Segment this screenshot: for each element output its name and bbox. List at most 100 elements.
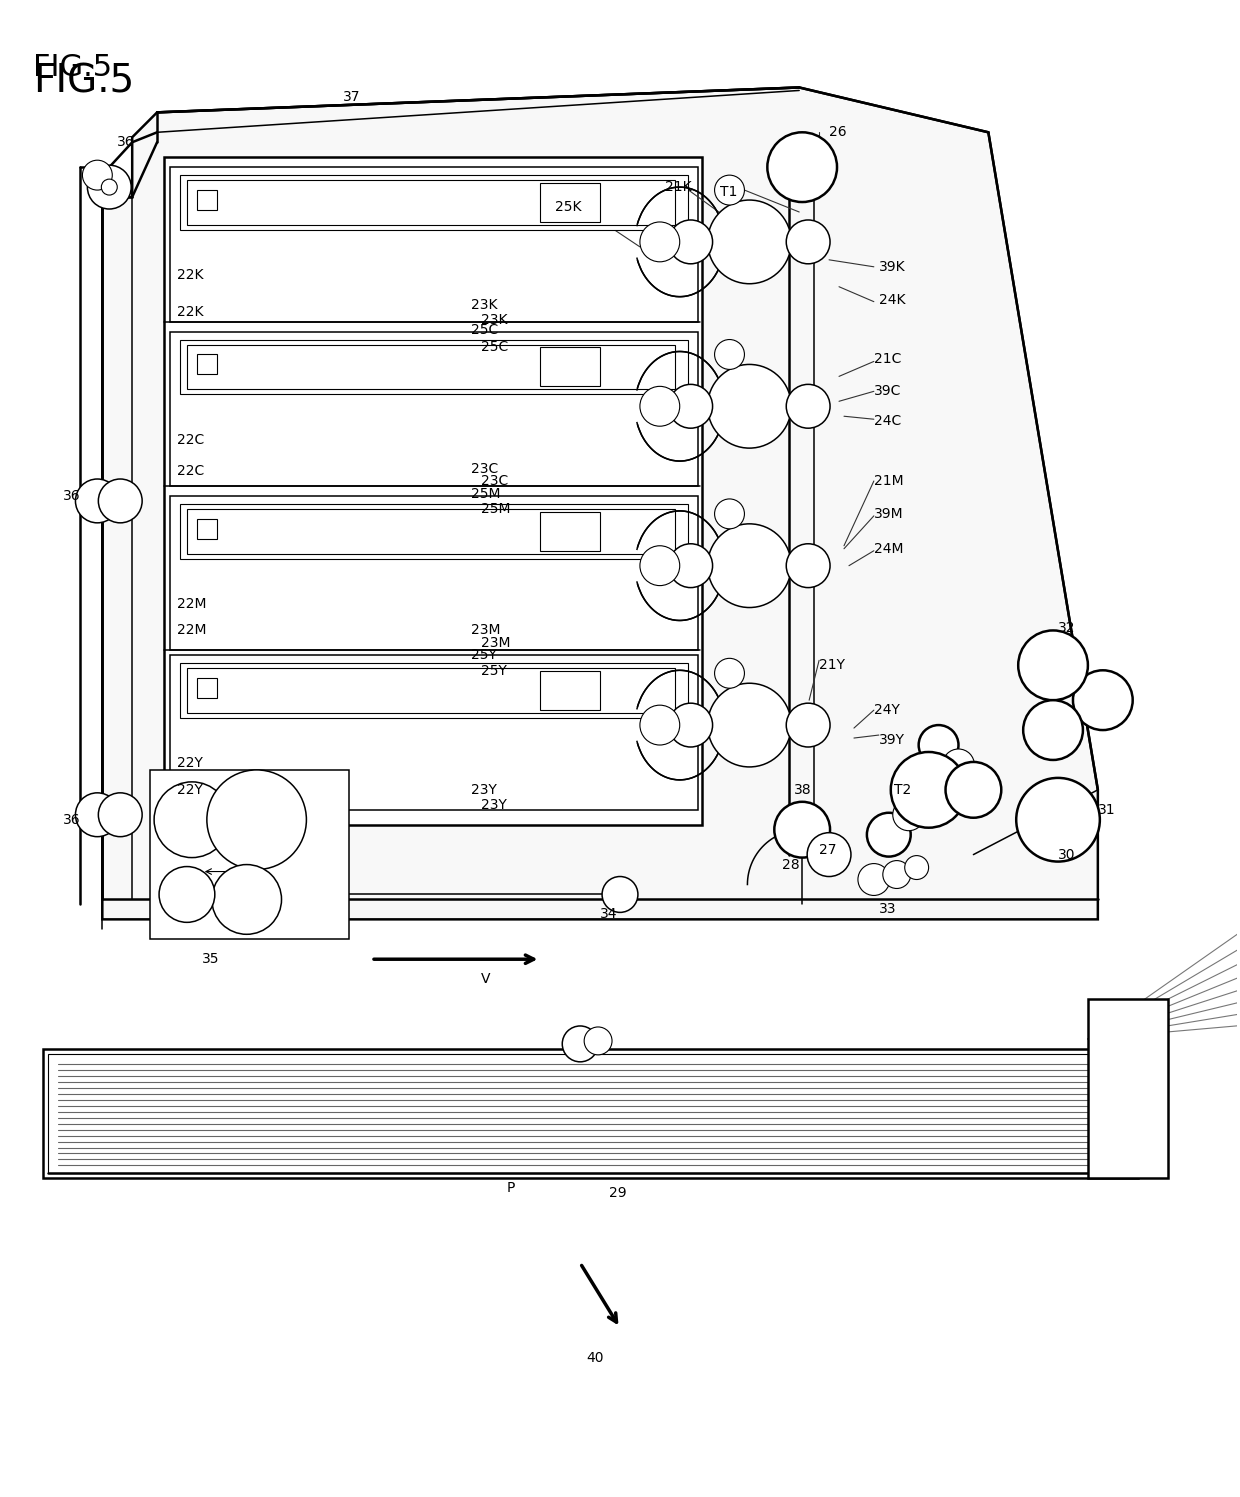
Text: 21M: 21M: [874, 475, 904, 488]
Bar: [164, 157, 702, 825]
Bar: [187, 509, 675, 554]
Text: 26: 26: [830, 126, 847, 139]
Circle shape: [668, 704, 713, 747]
Text: 22M: 22M: [177, 597, 207, 611]
Bar: [47, 1054, 1132, 1174]
Text: 39K: 39K: [879, 260, 905, 274]
Text: 25Y: 25Y: [471, 648, 496, 662]
Text: FIG.5: FIG.5: [32, 52, 112, 82]
Text: 23C: 23C: [471, 463, 498, 476]
Text: 24K: 24K: [879, 293, 905, 307]
Text: 36: 36: [63, 813, 81, 826]
Text: 25Y: 25Y: [481, 665, 506, 678]
Circle shape: [786, 704, 830, 747]
Bar: [187, 668, 675, 713]
Circle shape: [584, 1027, 613, 1055]
Text: 31: 31: [1097, 802, 1116, 817]
Text: 21Y: 21Y: [820, 659, 846, 672]
Bar: [42, 1049, 1137, 1178]
Circle shape: [708, 524, 791, 608]
Circle shape: [890, 751, 966, 828]
Text: 39Y: 39Y: [879, 734, 905, 747]
Text: 23M: 23M: [471, 623, 500, 638]
Circle shape: [102, 180, 118, 195]
Circle shape: [942, 748, 975, 781]
Circle shape: [207, 769, 306, 870]
Circle shape: [858, 864, 890, 895]
Circle shape: [640, 222, 680, 262]
Circle shape: [1017, 778, 1100, 862]
Bar: [180, 504, 688, 558]
Text: 24Y: 24Y: [874, 704, 900, 717]
Bar: [170, 168, 698, 322]
Circle shape: [883, 861, 910, 889]
Text: 21K: 21K: [665, 180, 692, 195]
Text: 35: 35: [202, 952, 219, 966]
Circle shape: [714, 340, 744, 370]
Circle shape: [668, 385, 713, 428]
Text: 30: 30: [1058, 847, 1075, 862]
Text: 37: 37: [342, 90, 360, 105]
Text: 25C: 25C: [481, 340, 508, 355]
Circle shape: [786, 385, 830, 428]
Text: 36: 36: [118, 135, 135, 150]
Text: 36: 36: [63, 490, 81, 503]
Circle shape: [603, 877, 637, 912]
Circle shape: [786, 543, 830, 588]
Circle shape: [714, 659, 744, 689]
Text: 33: 33: [879, 903, 897, 916]
Circle shape: [159, 867, 215, 922]
Circle shape: [640, 546, 680, 585]
Circle shape: [212, 865, 281, 934]
Text: 23Y: 23Y: [471, 783, 496, 796]
Text: 22C: 22C: [177, 464, 205, 478]
Text: 23C: 23C: [481, 475, 508, 488]
Circle shape: [1073, 671, 1132, 731]
Bar: [180, 663, 688, 719]
Text: 23K: 23K: [481, 313, 507, 326]
Circle shape: [87, 165, 131, 210]
Bar: [541, 347, 600, 386]
Text: T1: T1: [719, 186, 737, 199]
Circle shape: [946, 762, 1001, 817]
Bar: [541, 671, 600, 710]
Bar: [170, 496, 698, 650]
Circle shape: [867, 813, 910, 856]
Bar: [197, 355, 217, 374]
Bar: [197, 678, 217, 698]
Text: 22Y: 22Y: [177, 756, 203, 771]
Bar: [541, 183, 600, 222]
Text: V: V: [481, 972, 490, 987]
Circle shape: [708, 364, 791, 448]
Bar: [187, 344, 675, 389]
Circle shape: [98, 793, 143, 837]
Bar: [197, 190, 217, 210]
Bar: [197, 519, 217, 539]
Circle shape: [893, 799, 925, 831]
Circle shape: [807, 832, 851, 877]
Text: FIG.5: FIG.5: [32, 63, 134, 100]
Circle shape: [708, 683, 791, 766]
Circle shape: [98, 479, 143, 522]
Text: 24M: 24M: [874, 542, 904, 555]
Circle shape: [668, 220, 713, 263]
Text: 29: 29: [609, 1186, 627, 1201]
Circle shape: [82, 160, 113, 190]
Bar: [180, 175, 688, 231]
Circle shape: [640, 705, 680, 746]
Text: 23K: 23K: [471, 298, 497, 311]
Text: 25M: 25M: [471, 487, 500, 501]
Text: 38: 38: [794, 783, 812, 796]
Bar: [170, 331, 698, 487]
Text: 28: 28: [781, 858, 800, 871]
Circle shape: [714, 175, 744, 205]
Circle shape: [919, 725, 959, 765]
Text: 23Y: 23Y: [481, 798, 506, 811]
Circle shape: [668, 543, 713, 588]
Circle shape: [1018, 630, 1087, 701]
Bar: [180, 340, 688, 394]
Bar: [170, 656, 698, 810]
Bar: [541, 512, 600, 551]
Text: 24C: 24C: [874, 415, 901, 428]
Text: 39M: 39M: [874, 507, 904, 521]
